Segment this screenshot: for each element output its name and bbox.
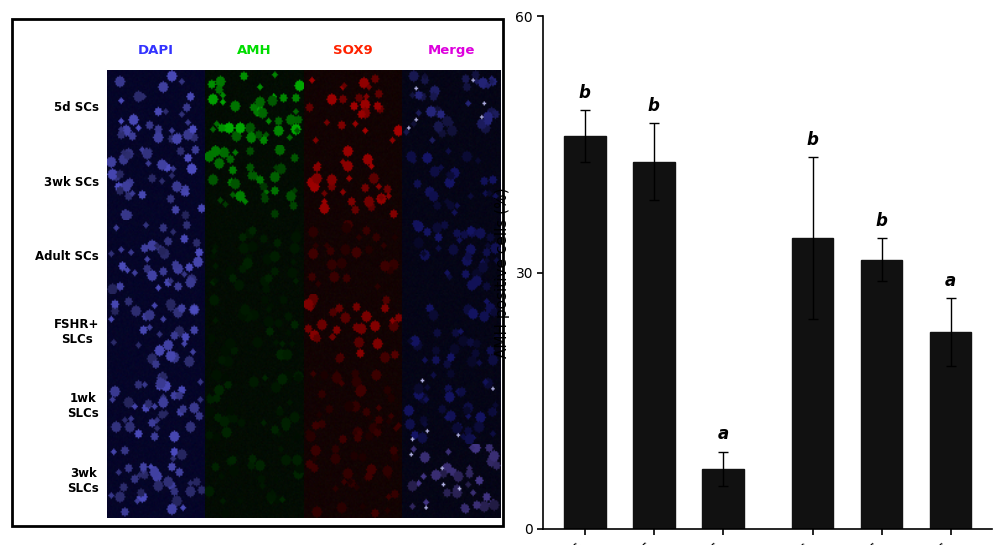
Y-axis label: AMH positive cells (%): AMH positive cells (%) [495, 187, 510, 358]
Text: SOX9: SOX9 [333, 45, 373, 57]
Text: a: a [717, 425, 728, 443]
Text: b: b [876, 212, 888, 230]
Text: b: b [579, 84, 591, 102]
Text: b: b [648, 96, 660, 114]
Text: 3wk
SLCs: 3wk SLCs [67, 467, 99, 495]
Text: b: b [807, 131, 819, 149]
Text: 1wk
SLCs: 1wk SLCs [67, 392, 99, 420]
Bar [861, 259, 902, 529]
Bar [792, 238, 834, 529]
Text: 3wk SCs: 3wk SCs [44, 175, 99, 189]
Text: a: a [945, 271, 956, 289]
Text: FSHR+
SLCs: FSHR+ SLCs [54, 318, 99, 346]
Bar [564, 136, 605, 529]
Text: DAPI: DAPI [138, 45, 174, 57]
Text: AMH: AMH [237, 45, 272, 57]
Bar [633, 161, 674, 529]
Bar [930, 332, 971, 529]
Text: 5d SCs: 5d SCs [54, 101, 99, 114]
Text: Adult SCs: Adult SCs [35, 250, 99, 263]
Bar [702, 469, 743, 529]
Text: Merge: Merge [428, 45, 475, 57]
